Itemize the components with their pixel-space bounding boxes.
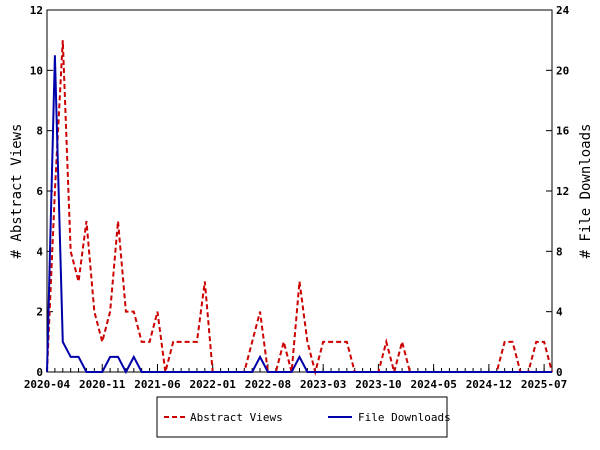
x-tick-label: 2023-10	[355, 378, 401, 391]
x-tick-label: 2020-11	[79, 378, 126, 391]
y-tick-label: 2	[36, 306, 43, 319]
x-tick-label: 2024-12	[466, 378, 512, 391]
y2-tick-label: 20	[556, 64, 569, 77]
y2-tick-label: 12	[556, 185, 569, 198]
x-tick-label: 2020-04	[24, 378, 71, 391]
plot-area	[46, 9, 553, 373]
y2-axis-label: # File Downloads	[578, 124, 594, 259]
y-tick-label: 4	[36, 245, 43, 258]
y-tick-label: 10	[30, 64, 43, 77]
legend-box	[156, 396, 448, 438]
y-tick-label: 6	[36, 185, 43, 198]
y-axis-label: # Abstract Views	[9, 124, 25, 259]
legend: Abstract Views File Downloads	[156, 396, 451, 438]
x-axis-ticks: 2020-04 2020-11 2021-06 2022-01 2022-08 2023-…	[24, 364, 567, 391]
left-axis-ticks: 0 2 4 6 8 10 12	[30, 4, 53, 379]
y-tick-label: 0	[36, 366, 43, 379]
y-tick-label: 8	[36, 125, 43, 138]
x-tick-label: 2025-07	[521, 378, 567, 391]
x-tick-label: 2022-01	[190, 378, 237, 391]
x-tick-label: 2021-06	[134, 378, 181, 391]
x-tick-label: 2024-05	[410, 378, 456, 391]
x-tick-label: 2022-08	[245, 378, 291, 391]
y2-tick-label: 16	[556, 125, 570, 138]
x-tick-label: 2023-03	[300, 378, 346, 391]
y2-tick-label: 24	[556, 4, 570, 17]
y2-tick-label: 4	[556, 306, 563, 319]
series-lines	[46, 40, 553, 376]
y2-tick-label: 0	[556, 366, 563, 379]
y-tick-label: 12	[30, 4, 43, 17]
legend-label-file-downloads: File Downloads	[358, 411, 451, 424]
y2-tick-label: 8	[556, 245, 563, 258]
legend-label-abstract-views: Abstract Views	[190, 411, 283, 424]
